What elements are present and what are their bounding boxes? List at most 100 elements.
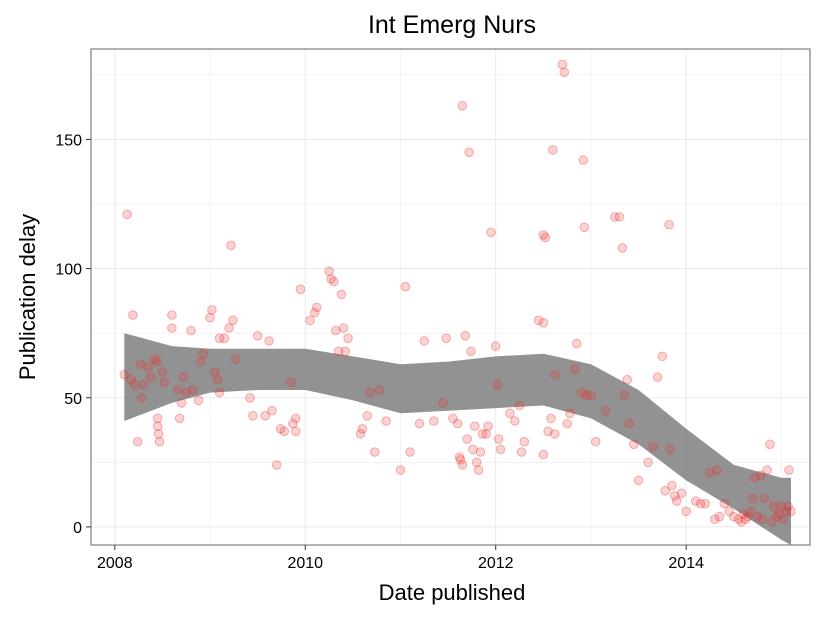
data-point [481, 429, 492, 439]
data-point [540, 232, 551, 243]
data-point [619, 390, 630, 401]
data-point [205, 312, 215, 323]
data-point [571, 338, 582, 349]
y-axis-title: Publication delay [15, 214, 40, 380]
data-point [468, 444, 478, 455]
data-point [135, 359, 146, 370]
data-point [470, 421, 480, 432]
data-point [771, 511, 782, 522]
data-point [695, 498, 706, 509]
data-point [781, 506, 792, 517]
data-point [295, 284, 306, 295]
data-point [590, 436, 601, 447]
data-point [188, 385, 198, 395]
data-point [357, 424, 368, 434]
data-point [538, 318, 549, 328]
data-point [778, 514, 789, 525]
data-point [681, 506, 692, 517]
data-point [633, 475, 644, 486]
data-point [159, 377, 170, 388]
data-point [610, 212, 620, 222]
data-point [550, 369, 560, 380]
y-tick-label: 50 [64, 391, 82, 408]
data-point [448, 413, 458, 424]
data-point [275, 424, 286, 434]
data-point [492, 380, 503, 390]
data-point [457, 101, 468, 111]
data-point [614, 212, 625, 222]
data-point [586, 390, 596, 401]
data-point [157, 367, 168, 377]
data-point [729, 511, 739, 522]
data-point [193, 395, 204, 406]
data-point [475, 447, 486, 457]
data-point [543, 426, 553, 437]
data-point [740, 514, 751, 525]
data-point [226, 240, 236, 251]
data-point [783, 501, 793, 512]
data-point [248, 411, 258, 421]
data-point [471, 457, 482, 468]
data-point [381, 416, 392, 426]
x-axis: 2008 2010 2012 2014 [97, 545, 704, 572]
data-point [711, 465, 722, 475]
data-point [174, 413, 185, 424]
data-point [493, 434, 504, 444]
data-point [214, 387, 225, 398]
data-point [538, 449, 549, 460]
data-point [271, 460, 282, 470]
data-point [455, 455, 466, 465]
data-point [231, 354, 241, 364]
data-point [657, 351, 668, 362]
data-point [738, 509, 749, 519]
data-point [557, 59, 568, 70]
data-point [570, 364, 580, 375]
data-point [767, 517, 777, 527]
data-point [181, 387, 191, 398]
data-point [154, 436, 165, 447]
data-point [743, 511, 753, 522]
data-point [559, 67, 570, 78]
data-point [765, 439, 775, 450]
data-point [562, 418, 573, 429]
data-point [460, 331, 471, 341]
data-point [755, 470, 766, 481]
data-point [648, 442, 658, 452]
points [119, 59, 796, 527]
data-point [495, 444, 506, 455]
plot-panel [90, 48, 811, 546]
data-point [516, 447, 527, 457]
data-point [548, 145, 558, 155]
data-point [326, 274, 336, 284]
data-point [660, 486, 671, 496]
data-point [452, 418, 463, 429]
data-point [122, 209, 132, 220]
data-point [667, 480, 677, 491]
data-point [176, 398, 187, 408]
data-point [195, 356, 206, 367]
data-point [457, 460, 468, 470]
data-point [462, 434, 473, 444]
data-point [343, 333, 353, 344]
data-point [546, 413, 556, 424]
data-point [167, 323, 177, 333]
data-point [311, 302, 322, 313]
data-point [153, 429, 164, 439]
data-point [126, 374, 136, 385]
data-point [186, 325, 196, 336]
data-point [365, 387, 375, 398]
data-point [550, 429, 560, 439]
data-point [665, 444, 675, 455]
data-point [617, 243, 628, 253]
data-point [212, 374, 223, 385]
data-point [167, 310, 177, 320]
data-point [519, 436, 530, 447]
data-point [288, 418, 298, 429]
data-point [286, 377, 296, 388]
data-point [776, 501, 787, 512]
data-point [362, 411, 373, 421]
data-point [473, 465, 484, 475]
data-point [579, 222, 590, 233]
data-point [330, 325, 341, 336]
